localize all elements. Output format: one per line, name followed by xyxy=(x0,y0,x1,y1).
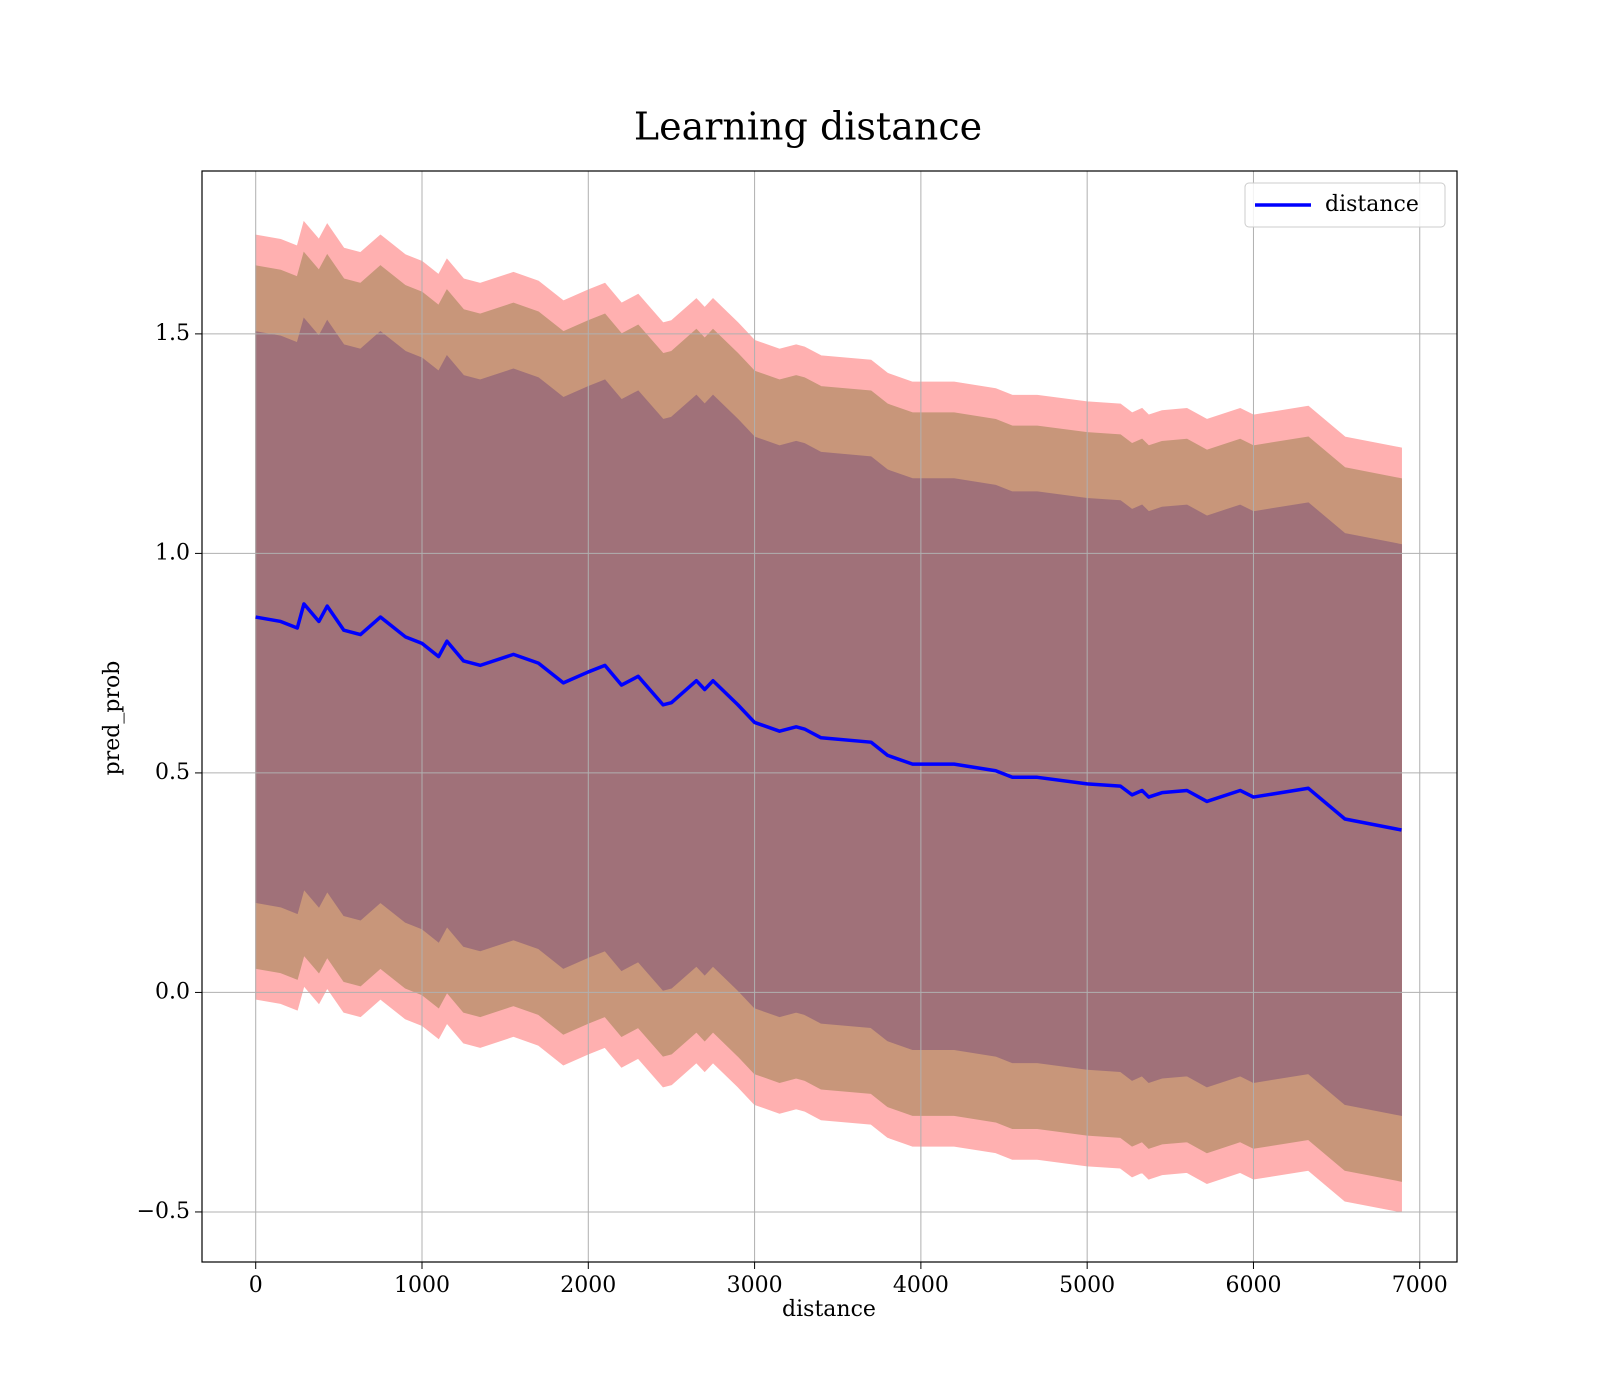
x-tick-label: 1000 xyxy=(394,1273,450,1298)
y-tick-label: 0.0 xyxy=(155,979,190,1004)
confidence-band xyxy=(255,317,1402,1116)
x-tick-label: 3000 xyxy=(727,1273,783,1298)
legend-box xyxy=(1244,182,1446,228)
y-tick-label: 1.0 xyxy=(155,540,190,565)
y-axis-label: pred_prob xyxy=(100,661,125,776)
y-tick-label: −0.5 xyxy=(137,1199,190,1224)
plot-frame xyxy=(201,170,1458,1263)
x-tick-label: 7000 xyxy=(1392,1273,1448,1298)
data-line xyxy=(255,602,1402,832)
x-axis-label: distance xyxy=(782,1297,876,1322)
x-tick-label: 6000 xyxy=(1225,1273,1281,1298)
y-tick-label: 1.5 xyxy=(155,321,190,346)
y-tick-label: 0.5 xyxy=(155,760,190,785)
x-tick-label: 0 xyxy=(249,1273,263,1298)
chart-title: Learning distance xyxy=(634,105,982,149)
legend-label: distance xyxy=(1325,192,1419,217)
x-tick-label: 5000 xyxy=(1059,1273,1115,1298)
x-tick-label: 4000 xyxy=(893,1273,949,1298)
x-tick-label: 2000 xyxy=(560,1273,616,1298)
